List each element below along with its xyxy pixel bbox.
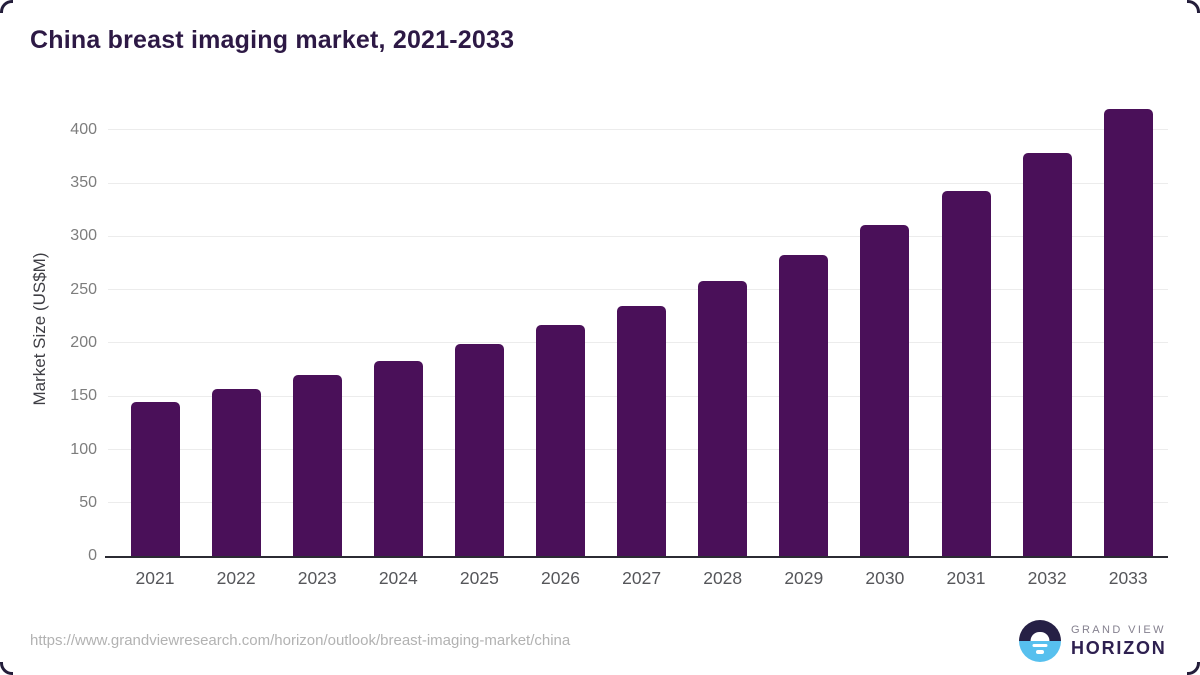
- x-tick-label: 2024: [378, 568, 418, 588]
- source-url: https://www.grandviewresearch.com/horizo…: [30, 632, 571, 649]
- y-tick-label: 150: [70, 387, 97, 405]
- bar-2027[interactable]: [617, 305, 667, 556]
- brand-name-grand-view: GRAND VIEW: [1071, 623, 1166, 636]
- card-corner-decoration: [1187, 0, 1200, 13]
- x-tick-label: 2031: [946, 568, 986, 588]
- y-tick-label: 300: [70, 227, 97, 245]
- bar-2033[interactable]: [1103, 108, 1153, 556]
- gridline: [108, 289, 1168, 291]
- x-tick-label: 2033: [1108, 568, 1148, 588]
- x-tick-label: 2025: [459, 568, 499, 588]
- x-tick-label: 2030: [865, 568, 905, 588]
- bar-2026[interactable]: [536, 324, 585, 556]
- bar-2022[interactable]: [211, 388, 261, 556]
- gridline: [108, 235, 1168, 237]
- brand-logo[interactable]: GRAND VIEW HORIZON: [1019, 620, 1167, 662]
- y-axis-title: Market Size (US$M): [30, 252, 49, 406]
- x-tick-label: 2029: [784, 568, 824, 588]
- bar-2031[interactable]: [941, 190, 991, 556]
- card-corner-decoration: [1187, 662, 1200, 675]
- logo-reflection-bar: [1032, 643, 1048, 647]
- bar-2032[interactable]: [1022, 153, 1072, 556]
- y-tick-label: 400: [70, 120, 97, 138]
- gridline: [108, 182, 1168, 184]
- card-corner-decoration: [0, 662, 13, 675]
- y-tick-label: 0: [88, 547, 97, 564]
- logo-reflection-bar: [1036, 650, 1044, 654]
- bar-2023[interactable]: [292, 374, 342, 556]
- gridline: [108, 129, 1168, 131]
- x-tick-label: 2026: [541, 568, 580, 588]
- logo-sun-shape: [1030, 631, 1050, 641]
- plot-area: 0 50 100 150 200 250 300 350 400 2021 2022 2023 2024…: [70, 100, 1168, 588]
- y-tick-label: 200: [70, 333, 97, 351]
- y-tick-label: 350: [70, 174, 97, 192]
- x-tick-label: 2023: [297, 568, 337, 588]
- y-tick-label: 100: [70, 440, 97, 458]
- brand-logo-text: GRAND VIEW HORIZON: [1071, 624, 1167, 659]
- x-tick-label: 2032: [1027, 568, 1067, 588]
- x-tick-label: 2027: [622, 568, 662, 588]
- y-tick-label: 250: [70, 280, 97, 298]
- bar-2021[interactable]: [130, 401, 180, 556]
- bar-2030[interactable]: [860, 224, 910, 556]
- bar-2028[interactable]: [698, 281, 748, 556]
- bar-2024[interactable]: [373, 361, 423, 556]
- brand-name-horizon: HORIZON: [1071, 637, 1167, 658]
- x-tick-label: 2022: [216, 568, 256, 588]
- x-tick-label: 2028: [703, 568, 743, 588]
- horizon-sun-logo-icon: [1019, 620, 1061, 662]
- bar-2025[interactable]: [454, 344, 504, 556]
- card-corner-decoration: [0, 0, 13, 13]
- y-tick-label: 50: [79, 493, 97, 511]
- bar-2029[interactable]: [779, 254, 829, 556]
- chart-title: China breast imaging market, 2021-2033: [30, 26, 515, 54]
- x-tick-label: 2021: [135, 568, 175, 588]
